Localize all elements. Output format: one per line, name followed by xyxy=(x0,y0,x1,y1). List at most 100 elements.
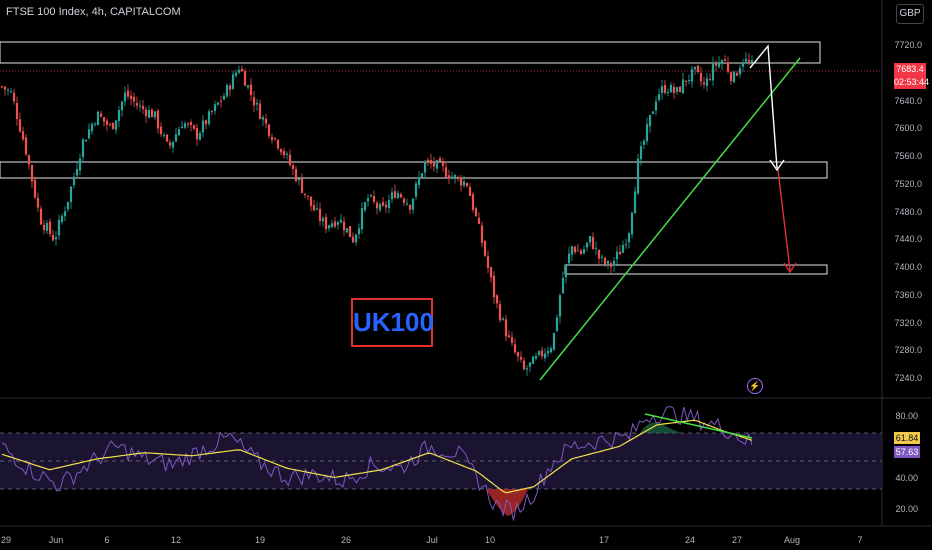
candle-body xyxy=(12,92,16,102)
chart-title[interactable]: FTSE 100 Index, 4h, CAPITALCOM xyxy=(6,6,181,18)
rsi-ma-line[interactable] xyxy=(1,419,753,494)
price-tick: 7240.0 xyxy=(894,373,922,383)
candle-body xyxy=(702,82,706,85)
candle-body xyxy=(510,337,514,343)
candle-body xyxy=(198,133,202,140)
candle-body xyxy=(234,72,238,76)
candle-body xyxy=(429,160,433,164)
candle-body xyxy=(612,260,616,266)
candle-body xyxy=(309,196,313,206)
candle-body xyxy=(678,86,682,93)
candle-body xyxy=(24,137,28,155)
candle-body xyxy=(48,221,52,234)
candle-body xyxy=(156,110,160,129)
candle-body xyxy=(144,109,148,117)
candle-body xyxy=(303,193,307,196)
candle-body xyxy=(468,187,472,196)
candle-body xyxy=(291,165,295,169)
candle-body xyxy=(417,177,421,185)
candle-body xyxy=(126,90,130,97)
candle-body xyxy=(597,249,601,259)
candle-body xyxy=(552,332,556,350)
uk100-annotation[interactable]: UK100 xyxy=(351,298,434,347)
candle-body xyxy=(324,216,328,229)
rsi-signal-badge: 61.84 xyxy=(894,432,920,444)
candle-body xyxy=(657,94,661,100)
time-tick: 6 xyxy=(104,535,110,545)
candle-body xyxy=(717,62,721,68)
candle-body xyxy=(330,223,334,227)
candle-body xyxy=(240,69,244,72)
candle-body xyxy=(444,167,448,177)
mid-support-zone[interactable] xyxy=(0,161,828,179)
candle-body xyxy=(231,74,235,90)
time-tick: Jun xyxy=(48,535,64,545)
candle-body xyxy=(294,168,298,182)
candle-body xyxy=(336,222,340,225)
candle-body xyxy=(63,211,67,217)
candle-body xyxy=(426,159,430,162)
candle-body xyxy=(261,117,265,120)
candle-body xyxy=(375,202,379,209)
candle-body xyxy=(663,85,667,93)
candle-body xyxy=(300,178,304,193)
currency-button[interactable]: GBP xyxy=(896,4,924,24)
candle-body xyxy=(723,59,727,61)
candle-body xyxy=(486,256,490,268)
resistance-zone[interactable] xyxy=(0,41,821,64)
candle-body xyxy=(735,72,739,76)
candle-body xyxy=(60,215,64,222)
rsi-overbought-fill xyxy=(640,422,682,433)
candle-body xyxy=(135,103,139,106)
candle-body xyxy=(504,319,508,337)
candle-body xyxy=(390,192,394,200)
candle-body xyxy=(513,344,517,353)
trendline[interactable] xyxy=(539,57,801,381)
candle-body xyxy=(252,97,256,106)
candle-body xyxy=(192,125,196,129)
candle-body xyxy=(189,122,193,125)
candle-body xyxy=(150,109,154,118)
candle-body xyxy=(333,221,337,227)
candle-body xyxy=(42,224,46,230)
candle-body xyxy=(186,123,190,125)
projection-path-red[interactable] xyxy=(777,169,791,271)
candle-body xyxy=(102,117,106,122)
candle-body xyxy=(30,165,34,182)
candle-body xyxy=(531,356,535,364)
candle-body xyxy=(405,203,409,205)
time-tick: 19 xyxy=(254,535,266,545)
candle-body xyxy=(384,204,388,208)
candle-body xyxy=(162,134,166,136)
candle-body xyxy=(561,277,565,294)
candle-body xyxy=(258,103,262,120)
candle-body xyxy=(480,225,484,243)
candle-body xyxy=(180,126,184,129)
candle-body xyxy=(99,113,103,117)
candle-body xyxy=(648,115,652,127)
candle-body xyxy=(378,204,382,211)
candle-body xyxy=(51,234,55,241)
price-tick: 7440.0 xyxy=(894,234,922,245)
candle-body xyxy=(639,146,643,160)
lightning-icon[interactable]: ⚡ xyxy=(747,378,763,394)
candle-body xyxy=(414,183,418,197)
candle-body xyxy=(129,95,133,100)
candle-body xyxy=(123,92,127,102)
rsi-oversold-fill xyxy=(486,489,528,516)
candle-body xyxy=(564,264,568,278)
projection-path-white[interactable] xyxy=(749,44,778,169)
candle-body xyxy=(705,78,709,86)
candle-body xyxy=(105,120,109,125)
candle-body xyxy=(96,111,100,126)
candle-body xyxy=(225,85,229,97)
candle-body xyxy=(747,60,751,62)
candle-body xyxy=(645,124,649,142)
price-tick: 7520.0 xyxy=(894,178,922,189)
time-tick: 10 xyxy=(484,535,496,545)
candle-body xyxy=(54,236,58,240)
rsi-divergence-line[interactable] xyxy=(644,413,753,439)
candle-body xyxy=(519,356,523,360)
candle-body xyxy=(120,101,124,111)
